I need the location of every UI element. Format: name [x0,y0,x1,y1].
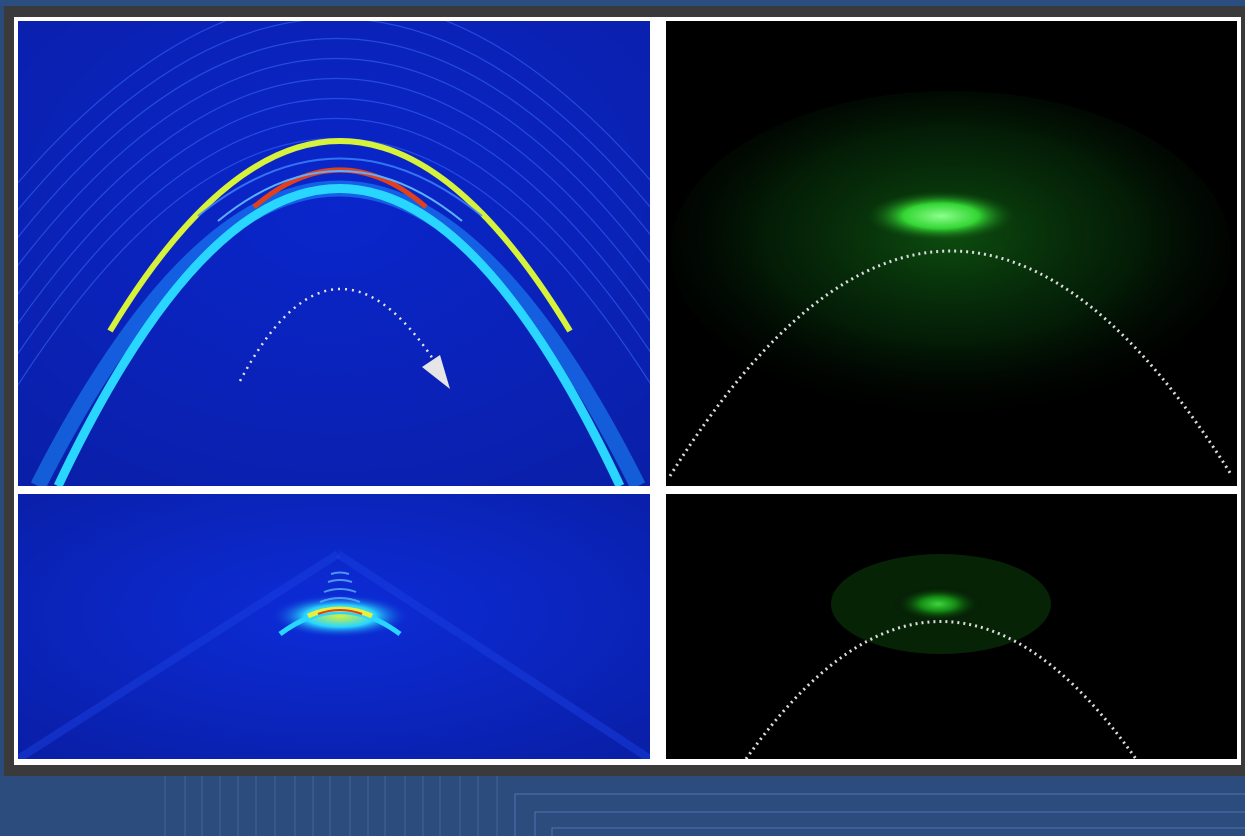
diagonal-left [18,550,341,759]
top-strip [0,0,1245,6]
focus-fringes [319,571,361,603]
fringe-lines [18,21,650,387]
experiment-bottom-panel [666,494,1237,759]
focus-arc-red [317,609,363,615]
main-beam-cyan [53,184,625,486]
focus-glow [270,594,410,638]
fluorescence-hotspot [866,191,1016,241]
arrow-head-icon [422,355,450,389]
dotted-parabola [668,249,1234,477]
fluorescence-haze [671,91,1231,411]
diagonal-right [335,550,650,759]
simulation-top-panel [18,21,650,486]
experiment-top-panel [666,21,1237,486]
dotted-parabola [744,620,1138,759]
decorative-band [0,776,1245,836]
inner-ring [217,170,463,222]
fluorescence-hotspot [893,586,983,622]
main-beam-yellow [107,138,573,333]
simulation-bottom-panel [18,494,650,759]
trajectory-arrow [238,287,444,382]
inner-ring-2 [197,157,483,217]
